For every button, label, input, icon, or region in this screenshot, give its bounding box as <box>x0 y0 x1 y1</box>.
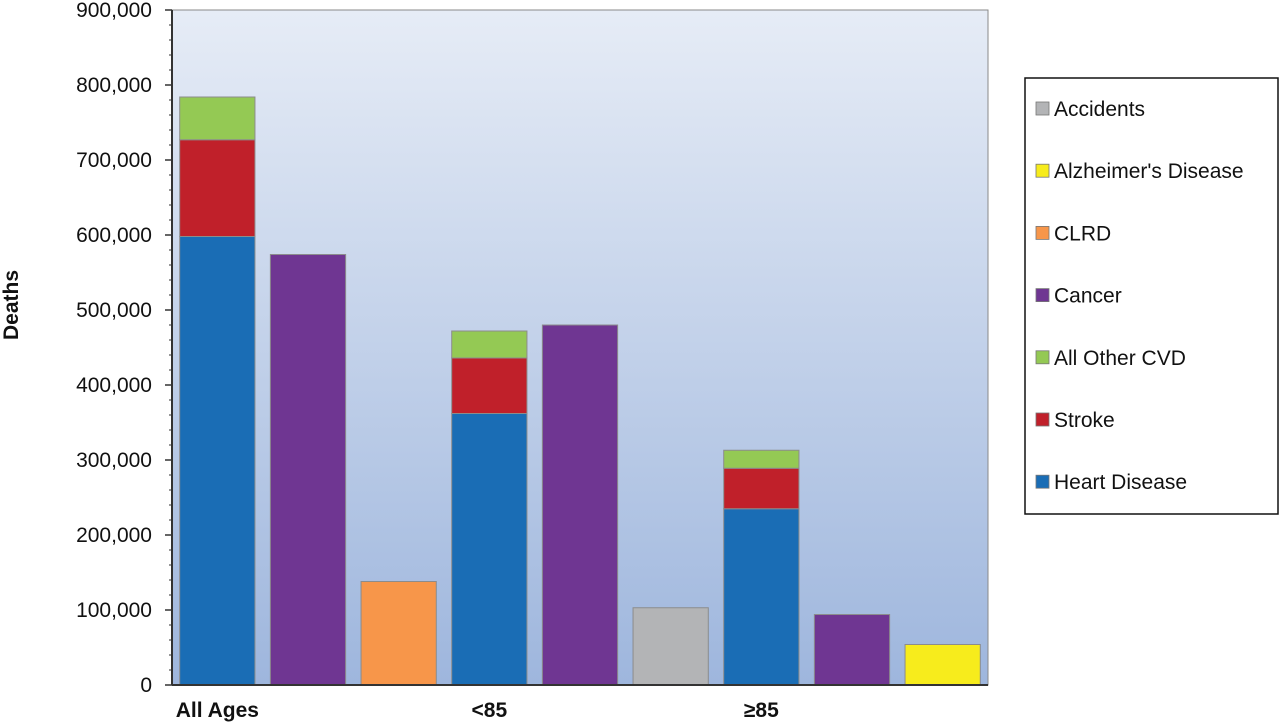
bar-heart-disease <box>179 236 256 686</box>
legend-swatch-cancer <box>1035 288 1050 303</box>
y-tick-label: 700,000 <box>76 149 152 172</box>
bar-heart-disease <box>723 508 800 686</box>
legend-swatch-heart-disease <box>1035 474 1050 489</box>
y-tick-label: 900,000 <box>76 0 152 22</box>
x-axis-labels: All Ages <85 ≥85 <box>176 699 779 722</box>
legend-swatch-clrd <box>1035 225 1050 240</box>
legend-box <box>1024 77 1279 515</box>
legend-label: CLRD <box>1054 222 1111 245</box>
bar-alzheimer-s-disease <box>904 644 981 686</box>
x-category-label: All Ages <box>176 699 259 722</box>
bar-all-other-cvd <box>451 330 528 359</box>
legend-label: Heart Disease <box>1054 471 1187 494</box>
legend-swatch-alzheimer-s-disease <box>1035 163 1050 178</box>
legend: Accidents Alzheimer's Disease CLRD Cancer Al… <box>1024 77 1279 515</box>
legend-label: Cancer <box>1054 285 1122 308</box>
y-tick-label: 600,000 <box>76 224 152 247</box>
y-axis-title: Deaths <box>0 270 23 340</box>
bar-all-other-cvd <box>179 96 256 141</box>
legend-label: Accidents <box>1054 98 1145 121</box>
bar-cancer <box>541 324 619 686</box>
x-category-label: ≥85 <box>744 699 779 722</box>
y-tick-label: 300,000 <box>76 449 152 472</box>
legend-label: Stroke <box>1054 409 1115 432</box>
y-tick-label: 400,000 <box>76 374 152 397</box>
bar-stroke <box>179 139 256 237</box>
y-tick-label: 800,000 <box>76 74 152 97</box>
bar-accidents <box>632 607 709 686</box>
bar-cancer <box>269 254 347 686</box>
bar-series <box>179 96 981 686</box>
legend-swatch-accidents <box>1035 101 1050 116</box>
bar-cancer <box>813 614 891 686</box>
y-tick-label: 500,000 <box>76 299 152 322</box>
legend-label: All Other CVD <box>1054 347 1186 370</box>
bar-clrd <box>360 581 437 686</box>
bar-heart-disease <box>451 413 528 686</box>
y-axis: 0 100,000 200,000 300,000 400,000 500,000 600,… <box>76 0 172 697</box>
legend-swatch-stroke <box>1035 412 1050 427</box>
legend-label: Alzheimer's Disease <box>1054 160 1244 183</box>
bar-stroke <box>451 357 528 414</box>
bar-all-other-cvd <box>723 449 800 469</box>
bar-stroke <box>723 467 800 510</box>
legend-swatch-all-other-cvd <box>1035 350 1050 365</box>
y-tick-label: 100,000 <box>76 599 152 622</box>
y-tick-label: 0 <box>140 674 152 697</box>
x-category-label: <85 <box>472 699 508 722</box>
y-tick-label: 200,000 <box>76 524 152 547</box>
